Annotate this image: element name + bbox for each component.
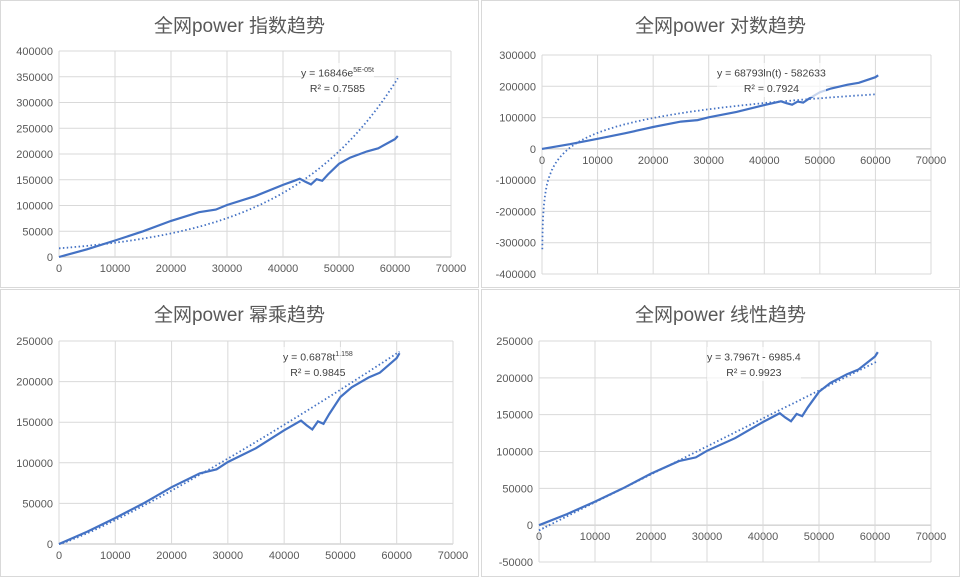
trendline-equation: y = 16846e5E-05t R² = 0.7585 [301,63,374,97]
y-tick-label: 100000 [16,458,53,470]
equation-exponent: 5E-05t [353,67,374,74]
chart-title: 全网power 幂乘趋势 [153,305,326,326]
data-series-line [541,74,879,150]
x-tick-label: 0 [536,531,542,543]
trendline-equation: y = 3.7967t - 6985.4 R² = 0.9923 [707,347,801,381]
y-tick-label: 50000 [22,498,53,510]
chart-svg: -400000-300000-200000-100000010000020000… [496,50,947,281]
trendline [59,77,399,250]
x-tick-label: 50000 [325,550,356,562]
x-tick-label: 50000 [805,155,836,167]
x-tick-label: 20000 [156,263,187,275]
y-tick-label: -300000 [496,238,536,250]
x-tick-label: 0 [56,550,62,562]
x-tick-label: 10000 [580,531,611,543]
y-tick-label: 350000 [16,72,53,84]
chart-panel-linear: 全网power 线性趋势 -50000 0 50000 100000 150000 2000… [481,289,960,577]
y-tick-label: 300000 [499,50,536,62]
y-tick-label: 200000 [499,81,536,93]
y-tick-label: 0 [530,144,536,156]
r-squared: R² = 0.7924 [743,82,800,95]
equation-text: y = 3.7967t - 6985.4 [707,351,801,364]
x-tick-label: 30000 [692,531,723,543]
y-tick-label: 300000 [16,98,53,110]
r-squared: R² = 0.9845 [290,366,346,379]
y-tick-label: 0 [47,252,53,264]
x-tick-label: 0 [539,155,545,167]
x-tick-label: 60000 [860,531,891,543]
trendline-equation: y = 0.6878t1.158 R² = 0.9845 [283,347,353,381]
y-tick-label: 200000 [16,149,53,161]
x-tick-label: 40000 [748,531,779,543]
chart-title: 全网power 对数趋势 [634,16,807,37]
y-tick-label: 400000 [16,46,53,58]
y-tick-label: 250000 [16,123,53,135]
equation-text: y = 0.6878t [283,351,336,364]
y-tick-label: -400000 [496,269,536,281]
x-tick-label: 70000 [436,263,467,275]
chart-panel-logarithmic: 全网power 对数趋势 -400000 -300000 -200000 -100000… [481,0,960,288]
x-tick-label: 40000 [269,550,300,562]
x-tick-label: 50000 [804,531,835,543]
y-tick-label: 150000 [496,410,533,422]
y-tick-label: 150000 [16,417,53,429]
x-tick-label: 20000 [638,155,669,167]
r-squared: R² = 0.9923 [726,366,782,379]
x-tick-label: 30000 [693,155,724,167]
equation-text: y = 68793ln(t) - 582633 [717,67,826,80]
x-tick-label: 70000 [916,531,947,543]
y-tick-label: -200000 [496,206,536,218]
y-tick-label: 100000 [496,447,533,459]
y-tick-label: 0 [47,539,53,551]
x-tick-label: 10000 [582,155,613,167]
y-tick-label: 150000 [16,175,53,187]
y-tick-label: 200000 [496,373,533,385]
data-series-line [538,351,879,527]
y-tick-label: -50000 [499,557,533,569]
y-tick-label: 200000 [16,377,53,389]
chart-svg: -50000 0 50000 100000 150000 200000 250000 0 100… [496,336,947,569]
trendline [541,93,877,250]
trendline [538,360,879,532]
chart-panel-exponential: 全网power 指数趋势 0 50000 100000 150000 200000 2500… [0,0,479,288]
y-tick-label: 0 [527,520,533,532]
data-series-line [58,135,399,259]
trendline-equation: y = 68793ln(t) - 582633 R² = 0.7924 [717,63,826,97]
x-tick-label: 60000 [381,550,412,562]
y-tick-label: 250000 [16,336,53,348]
y-tick-label: 50000 [22,226,53,238]
x-tick-label: 60000 [380,263,411,275]
x-tick-label: 20000 [156,550,187,562]
y-tick-label: 50000 [502,483,533,495]
data-series-line [58,352,401,546]
x-tick-label: 40000 [749,155,780,167]
chart-title: 全网power 指数趋势 [153,16,326,37]
equation-exponent: 1.158 [335,351,353,358]
chart-title: 全网power 线性趋势 [634,305,807,326]
x-tick-label: 70000 [438,550,469,562]
x-tick-label: 10000 [100,263,131,275]
x-tick-label: 50000 [324,263,355,275]
y-tick-label: -100000 [496,175,536,187]
x-tick-label: 20000 [636,531,667,543]
equation-text: y = 16846e [301,67,354,80]
x-tick-label: 10000 [100,550,131,562]
chart-svg: 0500001000001500002000002500003000003500… [16,46,467,275]
y-tick-label: 100000 [499,113,536,125]
x-tick-label: 70000 [916,155,947,167]
x-tick-label: 30000 [213,550,244,562]
chart-svg: 0 50000 100000 150000 200000 250000 0 10000 2000… [16,336,469,562]
x-tick-label: 0 [56,263,62,275]
x-tick-label: 40000 [268,263,299,275]
x-tick-label: 30000 [212,263,243,275]
r-squared: R² = 0.7585 [309,82,366,95]
x-tick-label: 60000 [860,155,891,167]
y-tick-label: 250000 [496,336,533,348]
chart-panel-power: 全网power 幂乘趋势 0 50000 100000 150000 200000 2500… [0,289,479,577]
y-tick-label: 100000 [16,201,53,213]
